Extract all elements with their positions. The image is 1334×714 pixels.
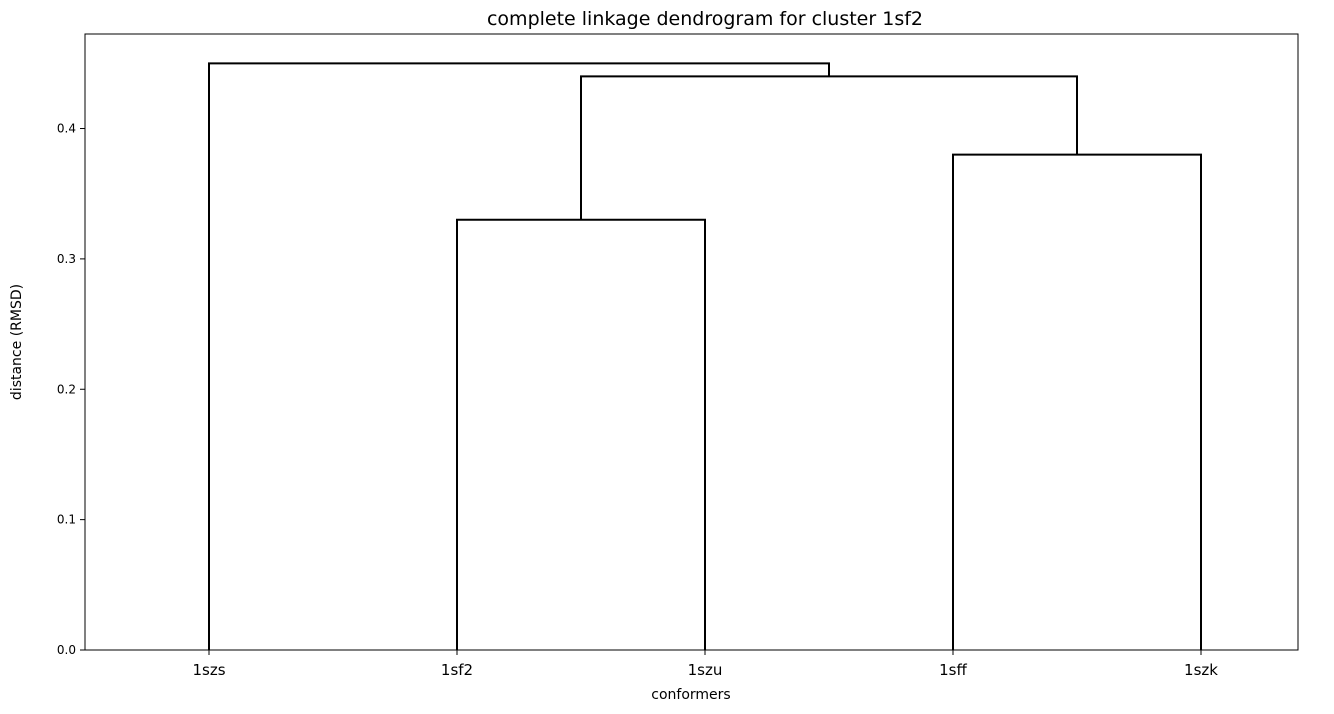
y-tick-label: 0.3	[57, 252, 76, 266]
chart-title: complete linkage dendrogram for cluster …	[487, 8, 923, 30]
y-tick-label: 0.2	[57, 382, 76, 396]
dendrogram-link-2	[952, 153, 1202, 650]
leaf-label-1szu: 1szu	[688, 661, 723, 679]
leaf-label-1szk: 1szk	[1184, 661, 1218, 679]
y-axis-label: distance (RMSD)	[9, 284, 25, 400]
y-tick-label: 0.0	[57, 643, 76, 657]
dendrogram-link-4	[208, 62, 830, 650]
x-axis-label: conformers	[651, 687, 730, 703]
leaf-label-1szs: 1szs	[192, 661, 225, 679]
leaf-label-1sf2: 1sf2	[441, 661, 473, 679]
x-axis-ticks: 1szs 1sf2 1szu 1sff 1szk	[192, 650, 1218, 679]
y-tick-label: 0.4	[57, 122, 76, 136]
dendrogram-links	[208, 62, 1202, 650]
dendrogram-link-1	[456, 218, 706, 650]
y-axis-ticks: 0.0 0.1 0.2 0.3 0.4	[57, 122, 85, 657]
y-tick-label: 0.1	[57, 513, 76, 527]
leaf-label-1sff: 1sff	[939, 661, 967, 679]
dendrogram-link-3	[580, 75, 1078, 220]
plot-area-frame	[84, 33, 1299, 651]
